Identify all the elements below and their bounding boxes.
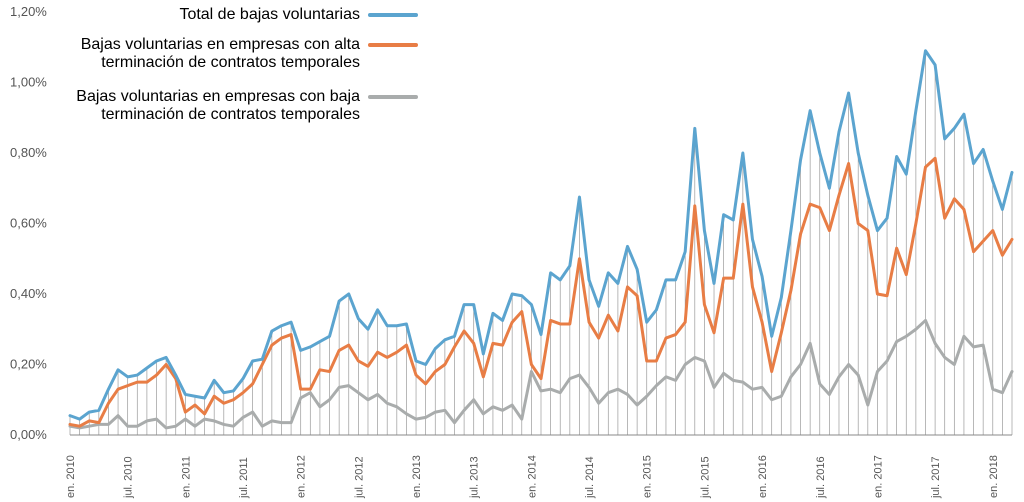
x-tick-label: en. 2010: [65, 455, 77, 498]
legend-label-baja: Bajas voluntarias en empresas con baja t…: [76, 88, 360, 123]
legend-item-baja: Bajas voluntarias en empresas con baja t…: [70, 88, 418, 124]
y-axis-ticks: 0,00% 0,20% 0,40% 0,60% 0,80% 1,00% 1,20%: [10, 4, 47, 442]
x-tick-label: en. 2015: [642, 455, 654, 498]
x-tick-label: en. 2016: [757, 455, 769, 498]
x-tick-label: jul. 2012: [353, 456, 365, 499]
x-tick-label: jul. 2016: [815, 456, 827, 499]
x-tick-label: jul. 2011: [238, 457, 250, 499]
x-tick-label: en. 2018: [988, 455, 1000, 498]
series-line: [68, 156, 1014, 428]
vertical-gridlines: [69, 50, 1013, 435]
y-tick-label: 0,40%: [10, 286, 47, 301]
legend-swatch-total: [368, 13, 418, 17]
legend-item-alta: Bajas voluntarias en empresas con alta t…: [70, 36, 418, 72]
y-tick-label: 0,00%: [10, 427, 47, 442]
x-tick-label: jul. 2014: [584, 456, 596, 499]
x-tick-label: en. 2011: [180, 456, 192, 498]
x-tick-label: jul. 2015: [699, 456, 711, 499]
x-tick-label: jul. 2013: [469, 456, 481, 499]
legend-label-total: Total de bajas voluntarias: [179, 6, 360, 23]
series-lines: [68, 49, 1014, 430]
series-line: [68, 49, 1014, 421]
legend-swatch-baja: [368, 95, 418, 99]
x-tick-label: en. 2014: [526, 455, 538, 498]
y-tick-label: 1,20%: [10, 4, 47, 19]
y-tick-label: 0,20%: [10, 357, 47, 372]
legend-label-alta: Bajas voluntarias en empresas con alta t…: [80, 36, 360, 71]
x-tick-label: jul. 2010: [123, 456, 135, 499]
y-tick-label: 0,60%: [10, 216, 47, 231]
y-tick-label: 0,80%: [10, 145, 47, 160]
legend-item-total: Total de bajas voluntarias: [70, 6, 418, 24]
x-tick-label: en. 2013: [411, 455, 423, 498]
x-axis-ticks: en. 2010 jul. 2010 en. 2011 jul. 2011 en. 20…: [65, 455, 1000, 499]
series-line: [68, 318, 1014, 430]
legend-swatch-alta: [368, 43, 418, 47]
x-tick-label: en. 2017: [872, 455, 884, 498]
x-tick-label: jul. 2017: [930, 456, 942, 499]
x-tick-label: en. 2012: [296, 455, 308, 498]
y-tick-label: 1,00%: [10, 75, 47, 90]
